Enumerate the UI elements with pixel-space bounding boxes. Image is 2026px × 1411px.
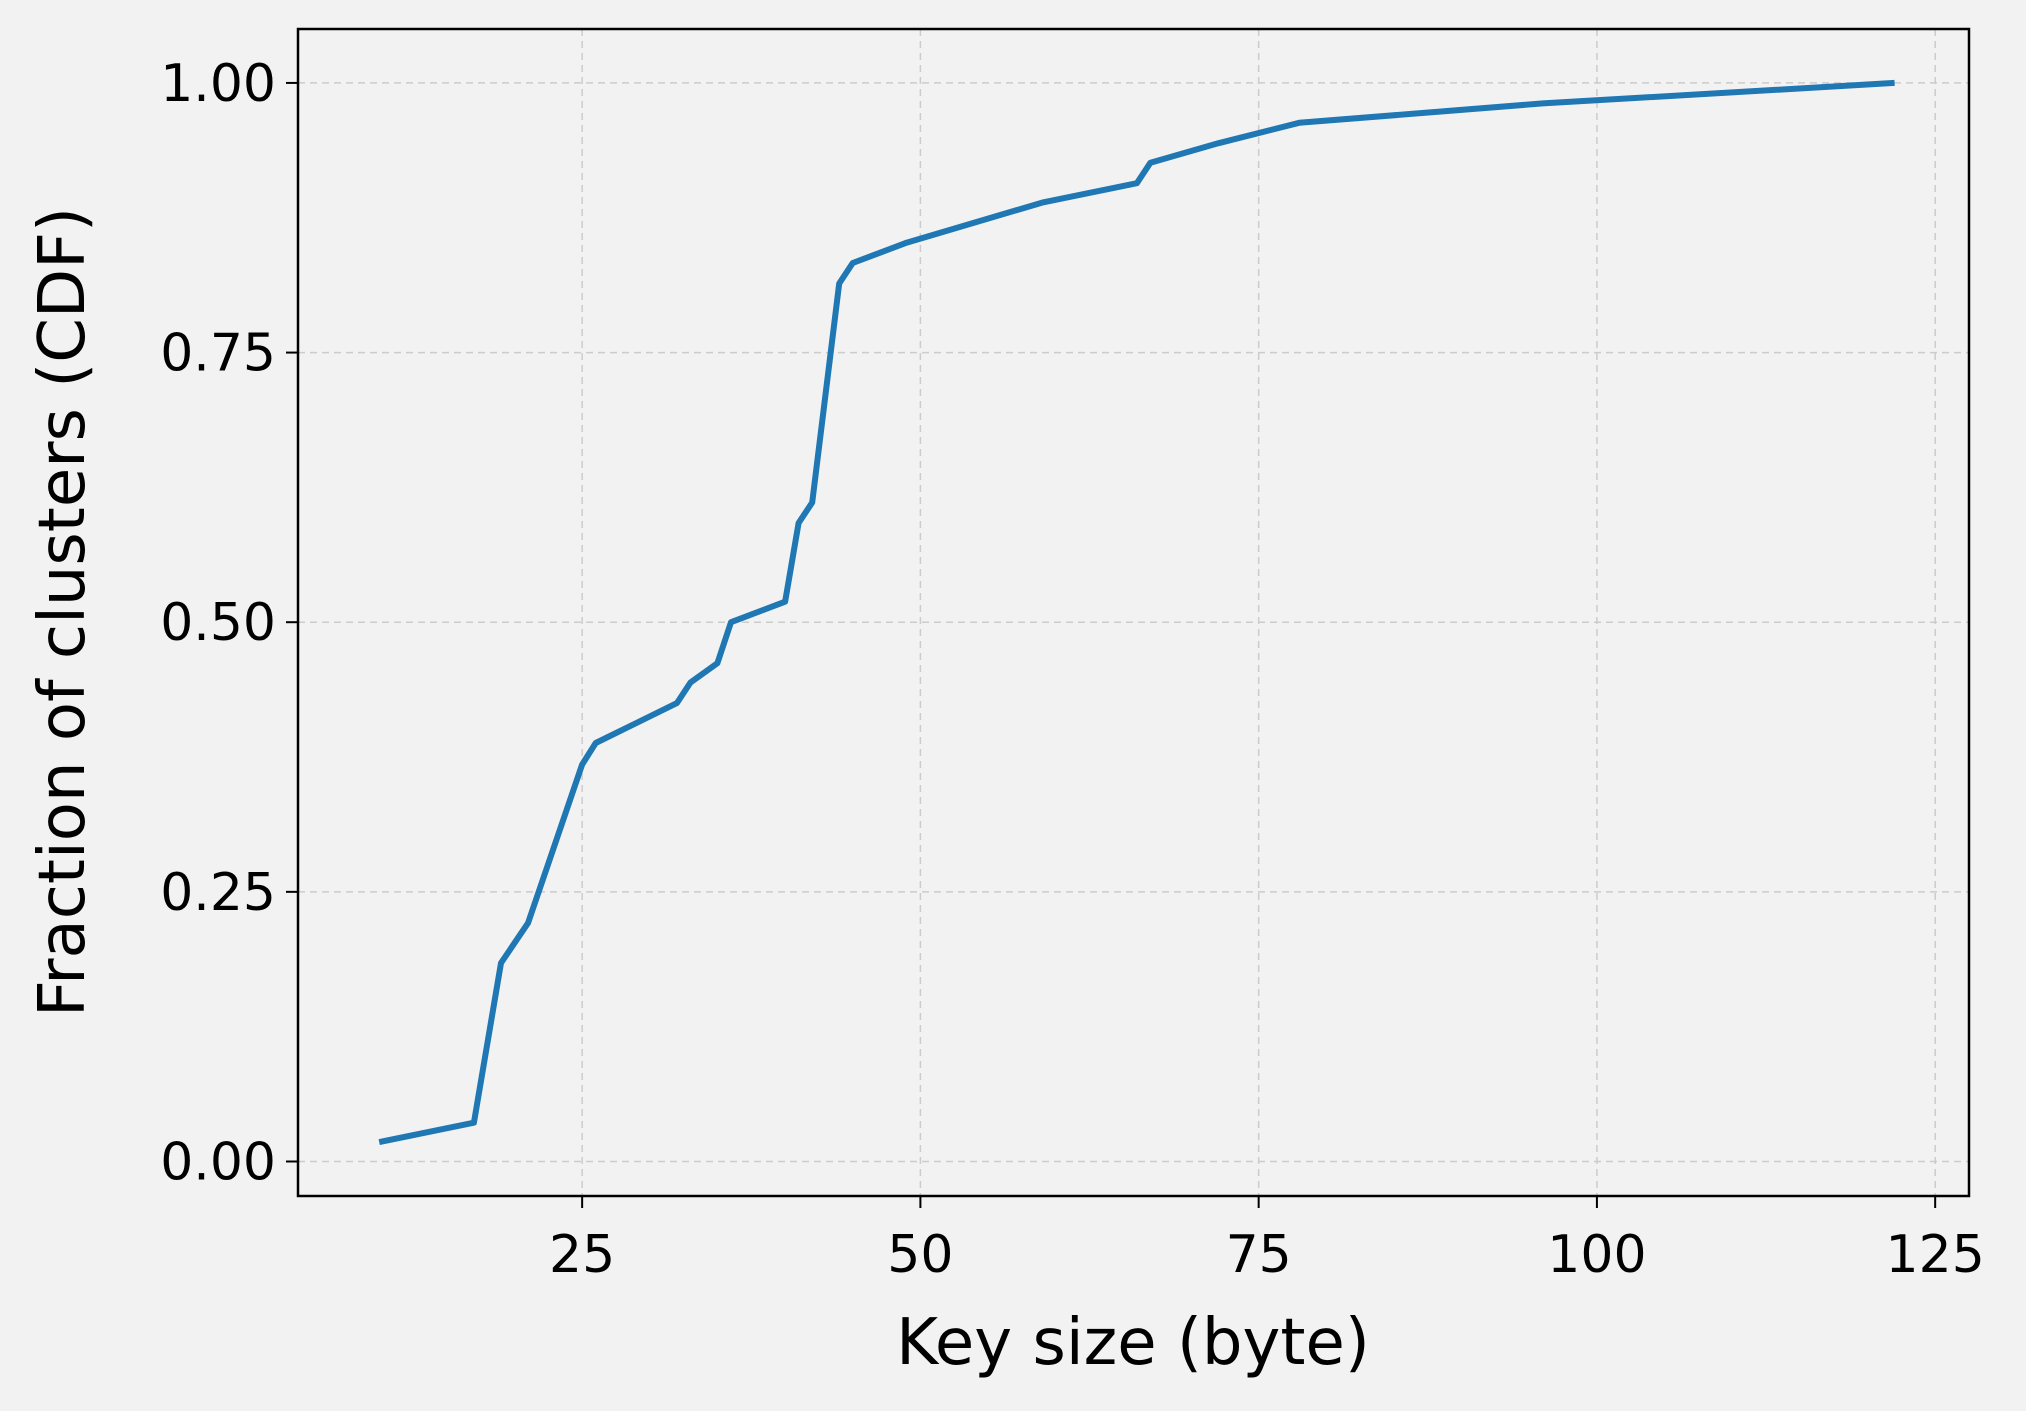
- cdf-series-line: [378, 79, 1895, 1146]
- series-group: [378, 79, 1895, 1146]
- x-axis-title: Key size (byte): [896, 1306, 1370, 1380]
- y-axis: 0.00 0.25 0.50 0.75 1.00: [160, 54, 298, 1192]
- y-tick-label: 0.75: [160, 324, 276, 384]
- plot-frame: [296, 27, 1971, 1198]
- x-tick-label: 75: [1226, 1225, 1292, 1285]
- x-tick-label: 25: [549, 1225, 615, 1285]
- y-tick-label: 0.25: [160, 863, 276, 923]
- y-tick-label: 0.50: [160, 593, 276, 653]
- grid-lines: [298, 29, 1969, 1196]
- y-axis-title: Fraction of clusters (CDF): [26, 207, 100, 1017]
- plot-area-background: [298, 29, 1969, 1196]
- y-tick-label: 0.00: [160, 1132, 276, 1192]
- y-tick-label: 1.00: [160, 54, 276, 114]
- x-tick-label: 100: [1547, 1225, 1646, 1285]
- x-tick-label: 50: [887, 1225, 953, 1285]
- x-axis: 25 50 75 100 125: [549, 1196, 1985, 1285]
- x-tick-label: 125: [1886, 1225, 1985, 1285]
